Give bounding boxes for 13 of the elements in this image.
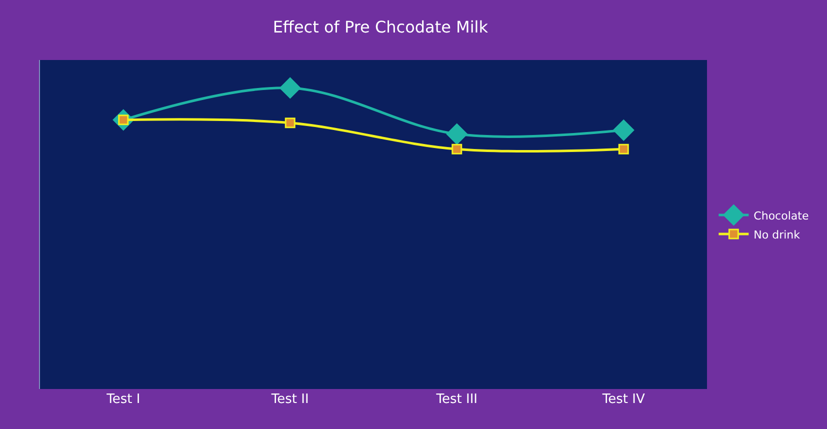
legend-label: No drink — [754, 228, 801, 242]
point — [618, 144, 629, 154]
x-tick-label: Test II — [270, 392, 309, 407]
point — [613, 120, 634, 141]
point — [446, 124, 468, 145]
legend-label: Chocolate — [754, 209, 809, 222]
point — [284, 118, 296, 128]
x-tick-label: Test I — [106, 392, 140, 407]
point — [452, 144, 462, 154]
point — [280, 77, 301, 98]
chart-title: Effect of Pre Chcodate Milk — [272, 18, 489, 37]
x-tick-label: Test IV — [601, 392, 645, 407]
x-tick-label: Test III — [435, 392, 478, 407]
